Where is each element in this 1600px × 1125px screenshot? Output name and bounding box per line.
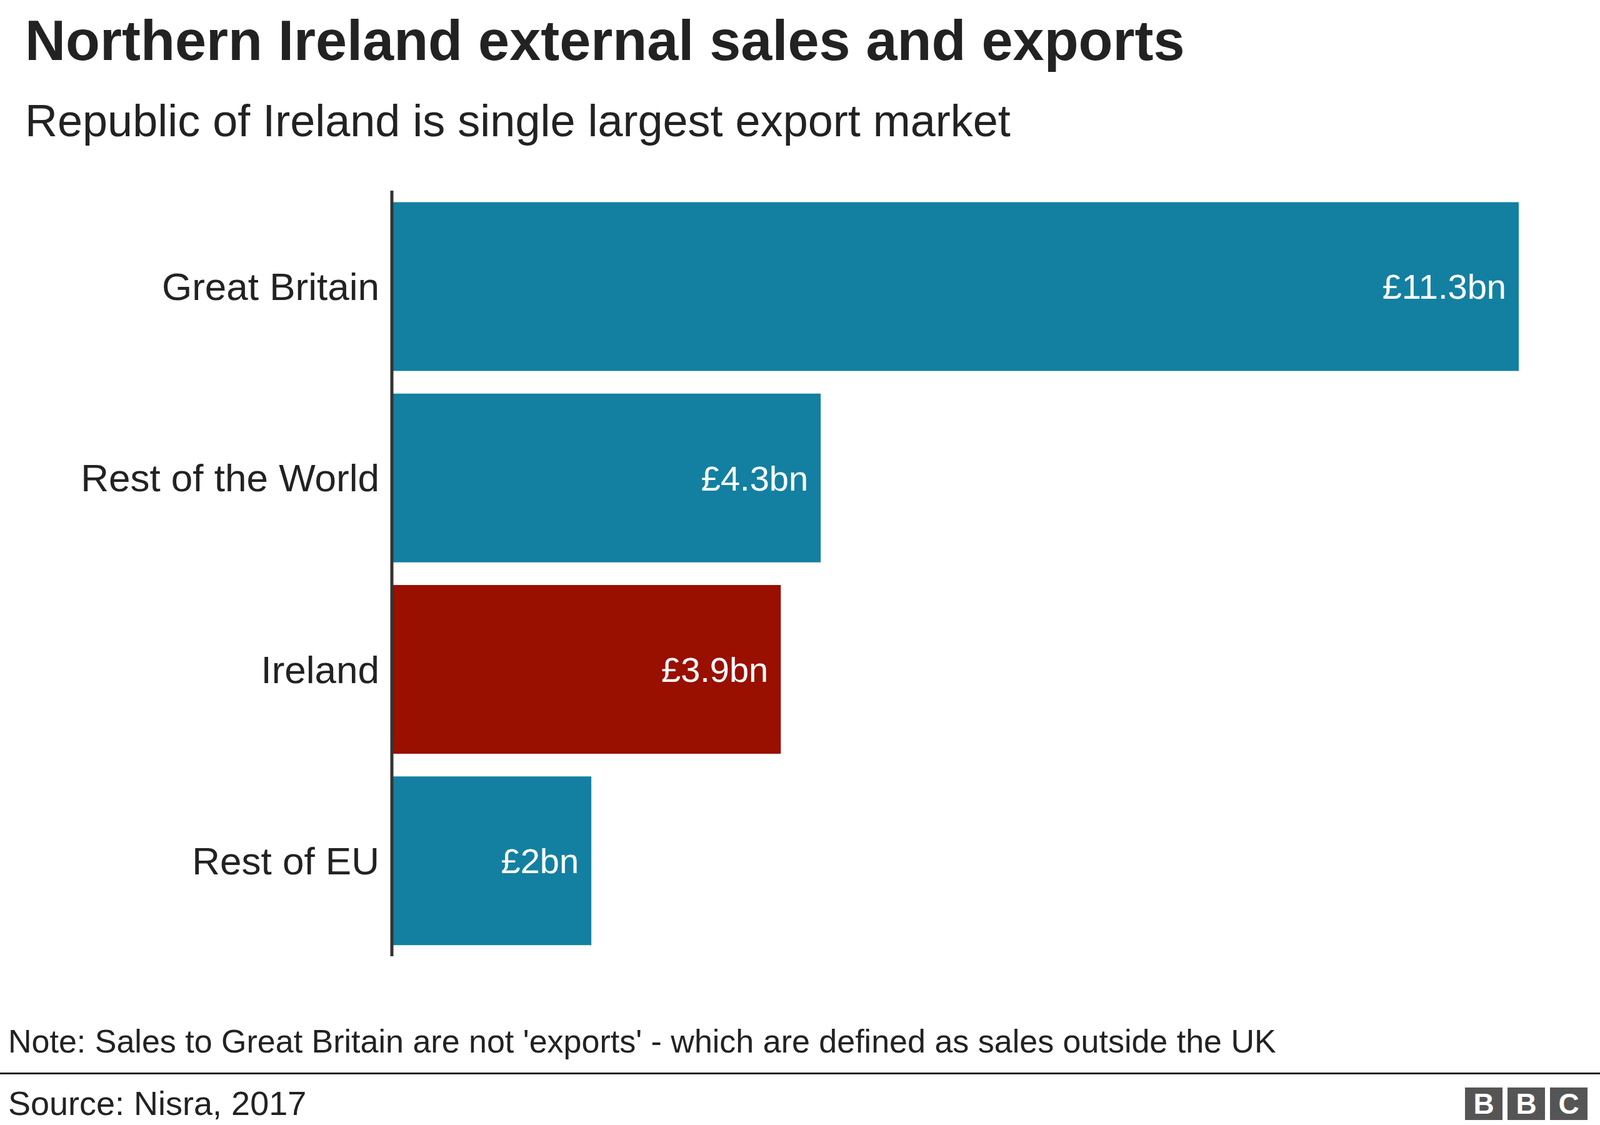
svg-text:Rest of the World: Rest of the World: [80, 456, 380, 500]
svg-text:Ireland: Ireland: [260, 648, 380, 692]
html-text:Note: Sales to Great Britain a: Note: Sales to Great Britain are not 'ex…: [8, 1023, 1277, 1060]
html-text:Northern Ireland external sale: Northern Ireland external sales and expo…: [25, 9, 1185, 72]
html-text:B: B: [1473, 1087, 1495, 1120]
html-text:Republic of Ireland is single: Republic of Ireland is single largest ex…: [25, 95, 1011, 146]
svg-text:£2bn: £2bn: [501, 841, 580, 881]
svg-text:£3.9bn: £3.9bn: [661, 650, 769, 690]
svg-text:£4.3bn: £4.3bn: [701, 458, 809, 499]
html-text:Source: Nisra, 2017: Source: Nisra, 2017: [8, 1084, 307, 1122]
html-text:B: B: [1515, 1087, 1537, 1120]
svg-text:Rest of EU: Rest of EU: [191, 839, 380, 883]
svg-text:£11.3bn: £11.3bn: [1382, 266, 1507, 307]
svg-text:Great Britain: Great Britain: [161, 265, 380, 309]
html-text:C: C: [1558, 1087, 1580, 1120]
